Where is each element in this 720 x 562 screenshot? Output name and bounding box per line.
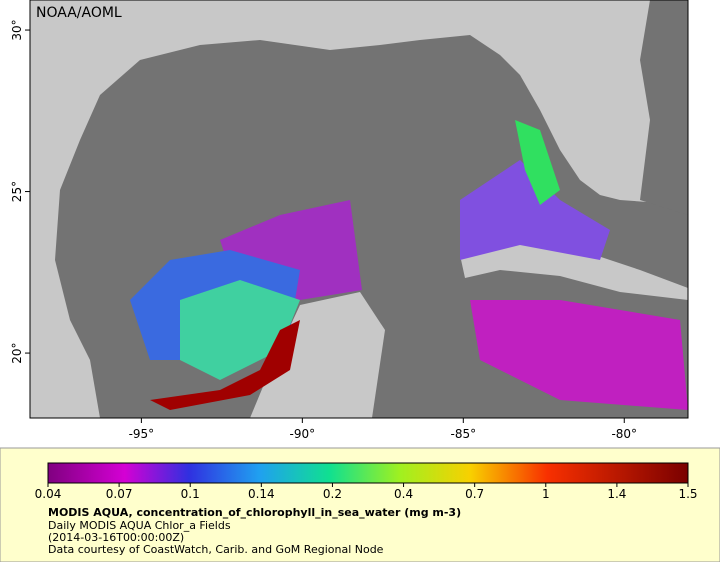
- chl-red: [150, 320, 300, 410]
- ocean: [640, 0, 688, 215]
- chl-carib: [470, 300, 688, 410]
- caption-line: Data courtesy of CoastWatch, Carib. and …: [48, 543, 384, 556]
- colorbar-label: 0.1: [181, 487, 200, 501]
- colorbar-label: 0.7: [465, 487, 484, 501]
- colorbar-label: 1.4: [607, 487, 626, 501]
- x-tick-label: -90°: [290, 427, 316, 441]
- map: [30, 0, 688, 418]
- map-frame: [29, 0, 689, 419]
- caption-line: (2014-03-16T00:00:00Z): [48, 531, 184, 544]
- colorbar-label: 0.4: [394, 487, 413, 501]
- colorbar-label: 0.2: [323, 487, 342, 501]
- y-tick-label: 30°: [10, 19, 24, 40]
- map-title: NOAA/AOML: [36, 5, 122, 21]
- cuba: [460, 240, 688, 300]
- colorbar-label: 1: [542, 487, 550, 501]
- colorbar-label: 0.07: [106, 487, 133, 501]
- yucatan: [250, 292, 385, 418]
- x-tick-label: -95°: [129, 427, 155, 441]
- caption-title: MODIS AQUA, concentration_of_chlorophyll…: [48, 506, 461, 519]
- colorbar-label: 0.14: [248, 487, 275, 501]
- y-tick-label: 25°: [10, 181, 24, 202]
- colorbar-label: 0.04: [35, 487, 62, 501]
- chl-shelf: [515, 120, 560, 205]
- chl-east: [460, 160, 610, 260]
- x-tick-label: -85°: [450, 427, 476, 441]
- caption-line: Daily MODIS AQUA Chlor_a Fields: [48, 519, 231, 532]
- colorbar-label: 1.5: [678, 487, 697, 501]
- y-tick-label: 20°: [10, 342, 24, 363]
- colorbar: [47, 462, 689, 484]
- x-tick-label: -80°: [611, 427, 637, 441]
